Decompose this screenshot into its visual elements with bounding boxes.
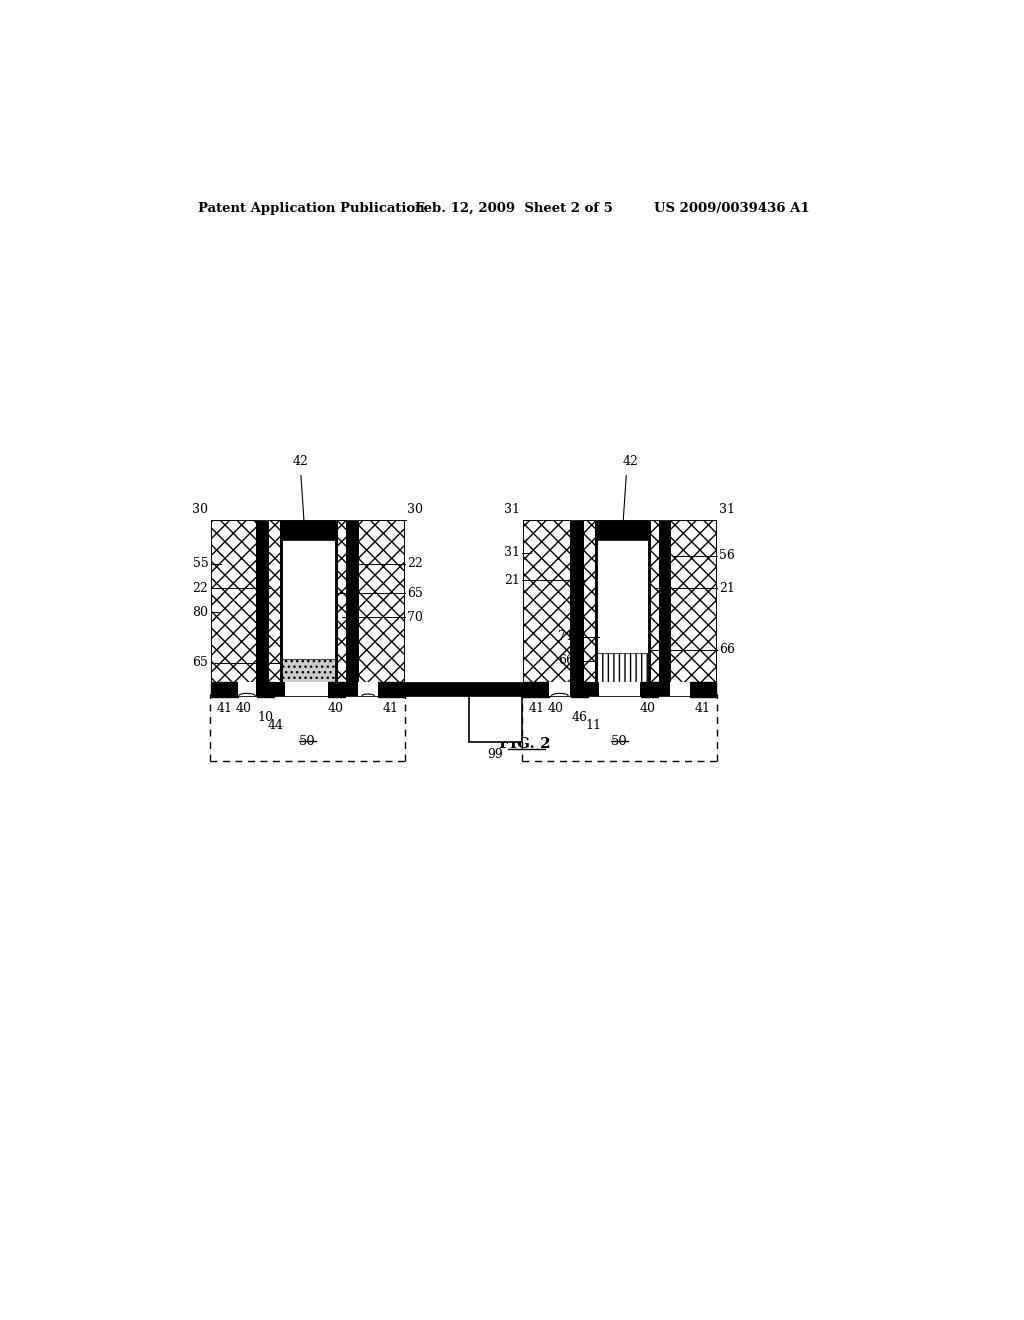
Text: 41: 41 [216, 702, 232, 715]
Text: 31: 31 [504, 546, 520, 560]
Bar [597, 520, 648, 682]
Bar [283, 520, 335, 682]
Text: FIG. 2: FIG. 2 [499, 737, 551, 751]
Bar [641, 682, 658, 697]
Text: 42: 42 [623, 455, 638, 469]
Bar [283, 520, 335, 540]
Text: 30: 30 [193, 503, 208, 516]
Text: 56: 56 [719, 549, 734, 562]
Text: 50: 50 [299, 735, 316, 748]
Bar [329, 682, 345, 697]
Text: 41: 41 [694, 702, 711, 715]
Text: 21: 21 [504, 574, 520, 586]
Text: 21: 21 [719, 582, 734, 595]
Text: 46: 46 [571, 711, 588, 725]
Text: US 2009/0039436 A1: US 2009/0039436 A1 [654, 202, 810, 215]
Text: 11: 11 [586, 719, 601, 733]
Bar [211, 682, 716, 696]
Bar [358, 520, 403, 682]
Bar [571, 682, 588, 697]
Bar [670, 682, 689, 696]
Text: 31: 31 [719, 503, 735, 516]
Bar [597, 682, 648, 685]
Bar [599, 682, 640, 696]
Bar [283, 682, 335, 685]
Bar [570, 520, 583, 682]
Text: 50: 50 [611, 735, 628, 748]
Text: 41: 41 [383, 702, 398, 715]
Bar [283, 659, 335, 682]
Bar [648, 520, 650, 682]
Text: 41: 41 [528, 702, 545, 715]
Bar [211, 682, 238, 697]
Bar [595, 520, 597, 682]
Bar [267, 520, 280, 682]
Text: 55: 55 [193, 557, 208, 570]
Bar [358, 682, 378, 696]
Text: Feb. 12, 2009  Sheet 2 of 5: Feb. 12, 2009 Sheet 2 of 5 [416, 202, 613, 215]
Bar [523, 682, 550, 697]
Text: 70: 70 [407, 611, 423, 624]
Text: 42: 42 [293, 455, 308, 469]
Text: 31: 31 [504, 503, 520, 516]
Bar [337, 520, 346, 682]
Bar [378, 682, 403, 697]
Bar [285, 682, 328, 696]
Bar [256, 520, 267, 682]
Text: 66: 66 [719, 643, 735, 656]
Text: 22: 22 [407, 557, 423, 570]
Bar [583, 520, 595, 682]
Bar [280, 520, 283, 682]
Text: 22: 22 [193, 582, 208, 595]
Text: 65: 65 [193, 656, 208, 669]
Bar [597, 520, 648, 682]
Bar [335, 520, 337, 682]
Text: 40: 40 [328, 702, 343, 715]
Bar [523, 520, 570, 682]
Bar [597, 520, 648, 540]
Bar [283, 520, 335, 682]
Text: 65: 65 [407, 586, 423, 599]
Bar [597, 653, 648, 682]
Bar [238, 682, 256, 696]
Bar [550, 682, 570, 696]
Text: 66: 66 [558, 655, 574, 668]
Text: 10: 10 [257, 711, 273, 725]
Text: 44: 44 [267, 719, 284, 733]
Bar [670, 520, 716, 682]
Bar [211, 520, 256, 682]
Bar [346, 520, 358, 682]
Text: 30: 30 [407, 503, 423, 516]
Text: 99: 99 [487, 748, 504, 762]
Bar [257, 682, 273, 697]
Text: 40: 40 [548, 702, 563, 715]
Text: 71: 71 [558, 630, 574, 643]
Bar [689, 682, 716, 697]
Text: 40: 40 [236, 702, 252, 715]
Text: Patent Application Publication: Patent Application Publication [199, 202, 425, 215]
Bar [469, 696, 521, 742]
Text: 40: 40 [640, 702, 656, 715]
Text: 80: 80 [193, 606, 208, 619]
Bar [650, 520, 658, 682]
Bar [658, 520, 670, 682]
